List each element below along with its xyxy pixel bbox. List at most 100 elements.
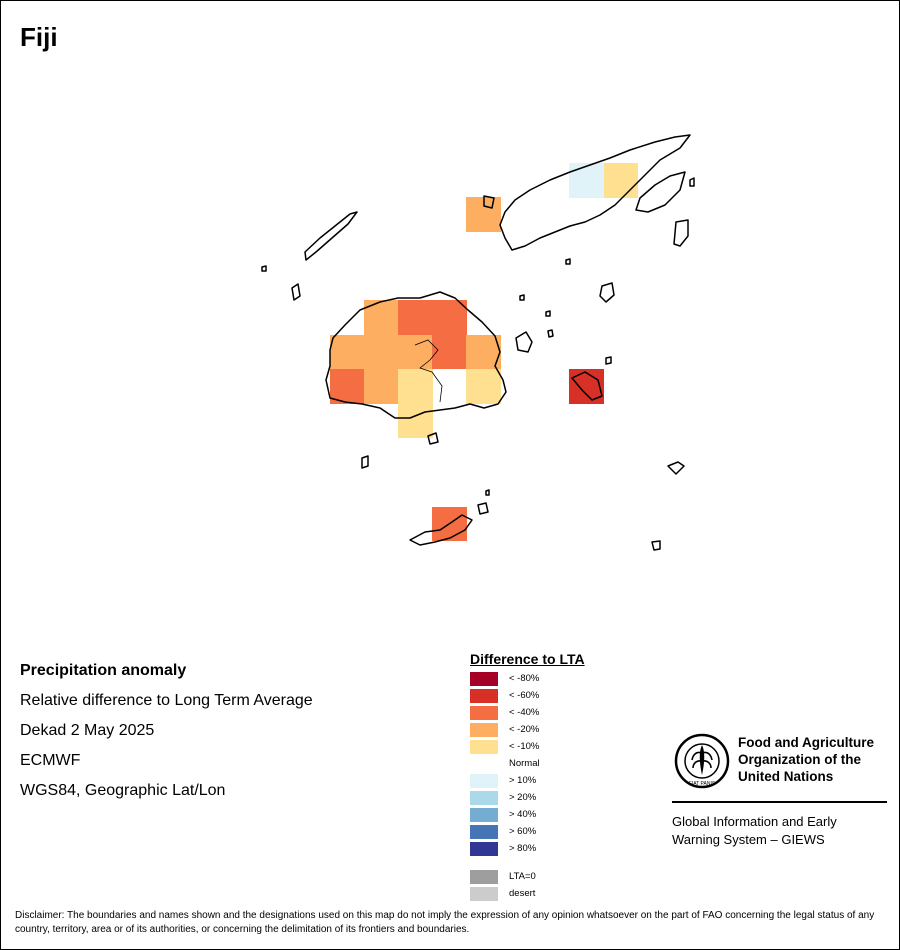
island-outline (599, 282, 615, 303)
legend-swatch (470, 791, 498, 805)
province-boundary (414, 339, 443, 403)
fao-emblem-icon: FIAT PANIS (674, 733, 730, 789)
island-outline (427, 432, 439, 445)
island-vanua-levu-outline (499, 134, 691, 251)
anomaly-cell (364, 369, 399, 404)
map-title: Fiji (20, 22, 58, 52)
island-outline (651, 540, 661, 551)
island-outline (667, 461, 685, 475)
disclaimer: Disclaimer: The boundaries and names sho… (15, 910, 875, 935)
legend-swatch (470, 774, 498, 788)
anomaly-grid (330, 163, 638, 541)
legend-swatch (470, 672, 498, 686)
legend-label: > 40% (509, 809, 537, 820)
legend-swatch (470, 740, 498, 754)
island-outline (565, 258, 571, 265)
legend-label: < -60% (509, 690, 540, 701)
map-canvas (261, 134, 695, 551)
legend-label: desert (509, 888, 536, 899)
island-outline (304, 211, 358, 261)
legend-label: > 80% (509, 843, 537, 854)
fao-org-name: Food and Agriculture Organization of the… (738, 734, 898, 785)
anomaly-cell (330, 369, 365, 404)
info-description: Relative difference to Long Term Average (20, 692, 313, 709)
giews-name: Global Information and Early Warning Sys… (672, 813, 900, 849)
island-outline (545, 310, 551, 317)
giews-line: Warning System – GIEWS (672, 832, 825, 847)
legend-title: Difference to LTA (470, 651, 585, 667)
legend-label: > 20% (509, 792, 537, 803)
legend-item: < -60% (470, 688, 585, 705)
info-product: Precipitation anomaly (20, 662, 187, 679)
legend-item: > 60% (470, 824, 585, 841)
info-period: Dekad 2 May 2025 (20, 722, 155, 739)
anomaly-cell (364, 300, 399, 335)
anomaly-cell (330, 335, 365, 369)
legend-item: < -80% (470, 671, 585, 688)
anomaly-cell (432, 335, 467, 369)
island-outline (605, 356, 612, 365)
island-outline (477, 502, 489, 515)
anomaly-cell (398, 300, 433, 335)
legend-label: < -80% (509, 673, 540, 684)
legend-swatch (470, 706, 498, 720)
anomaly-cell (398, 369, 433, 404)
legend-label: < -20% (509, 724, 540, 735)
legend-label: LTA=0 (509, 871, 536, 882)
legend-swatch (470, 870, 498, 884)
coastlines (261, 134, 695, 551)
legend-item: > 80% (470, 841, 585, 858)
anomaly-cell (569, 163, 604, 198)
logo-divider (672, 801, 887, 803)
legend-item: > 10% (470, 773, 585, 790)
anomaly-cell (432, 300, 467, 335)
island-outline (571, 371, 603, 401)
legend-item: < -40% (470, 705, 585, 722)
anomaly-cell (569, 369, 604, 404)
island-outline (519, 294, 525, 301)
island-kadavu-outline (409, 514, 473, 546)
legend-swatch (470, 808, 498, 822)
island-outline (515, 331, 533, 353)
fao-org-line: United Nations (738, 769, 834, 784)
island-outline (673, 219, 689, 247)
legend-swatch (470, 887, 498, 901)
island-taveuni-outline (635, 171, 686, 213)
island-outline (485, 489, 490, 496)
anomaly-cell (364, 335, 399, 369)
legend-item: desert (470, 886, 585, 903)
legend-item: LTA=0 (470, 869, 585, 886)
map-info: Precipitation anomaly Relative differenc… (20, 656, 313, 806)
fao-logo-block: FIAT PANIS Food and Agriculture Organiza… (672, 733, 887, 847)
island-outline (547, 329, 554, 338)
island-outline (361, 455, 369, 469)
island-viti-levu-outline (325, 291, 507, 419)
info-projection: WGS84, Geographic Lat/Lon (20, 782, 226, 799)
legend-label: Normal (509, 758, 540, 769)
legend-label: < -40% (509, 707, 540, 718)
island-outline (483, 195, 495, 209)
island-outline (261, 265, 267, 272)
info-source: ECMWF (20, 752, 81, 769)
island-outline (689, 177, 695, 187)
legend-item: Normal (470, 756, 585, 773)
giews-line: Global Information and Early (672, 814, 837, 829)
legend-item (470, 858, 585, 869)
legend-item: > 40% (470, 807, 585, 824)
svg-text:FIAT PANIS: FIAT PANIS (689, 781, 716, 787)
legend-label: > 10% (509, 775, 537, 786)
fao-org-line: Organization of the (738, 752, 861, 767)
legend-item: < -10% (470, 739, 585, 756)
legend-label: > 60% (509, 826, 537, 837)
fao-org-line: Food and Agriculture (738, 735, 874, 750)
legend-item: < -20% (470, 722, 585, 739)
legend-swatch (470, 723, 498, 737)
legend: Difference to LTA < -80% < -60% < -40% < -2… (470, 651, 585, 903)
legend-item: > 20% (470, 790, 585, 807)
legend-items: < -80% < -60% < -40% < -20% < -10% Normal > 10… (470, 671, 585, 903)
anomaly-cell (604, 163, 638, 198)
island-outline (291, 283, 301, 301)
anomaly-cell (466, 369, 501, 404)
legend-swatch (470, 689, 498, 703)
legend-label: < -10% (509, 741, 540, 752)
